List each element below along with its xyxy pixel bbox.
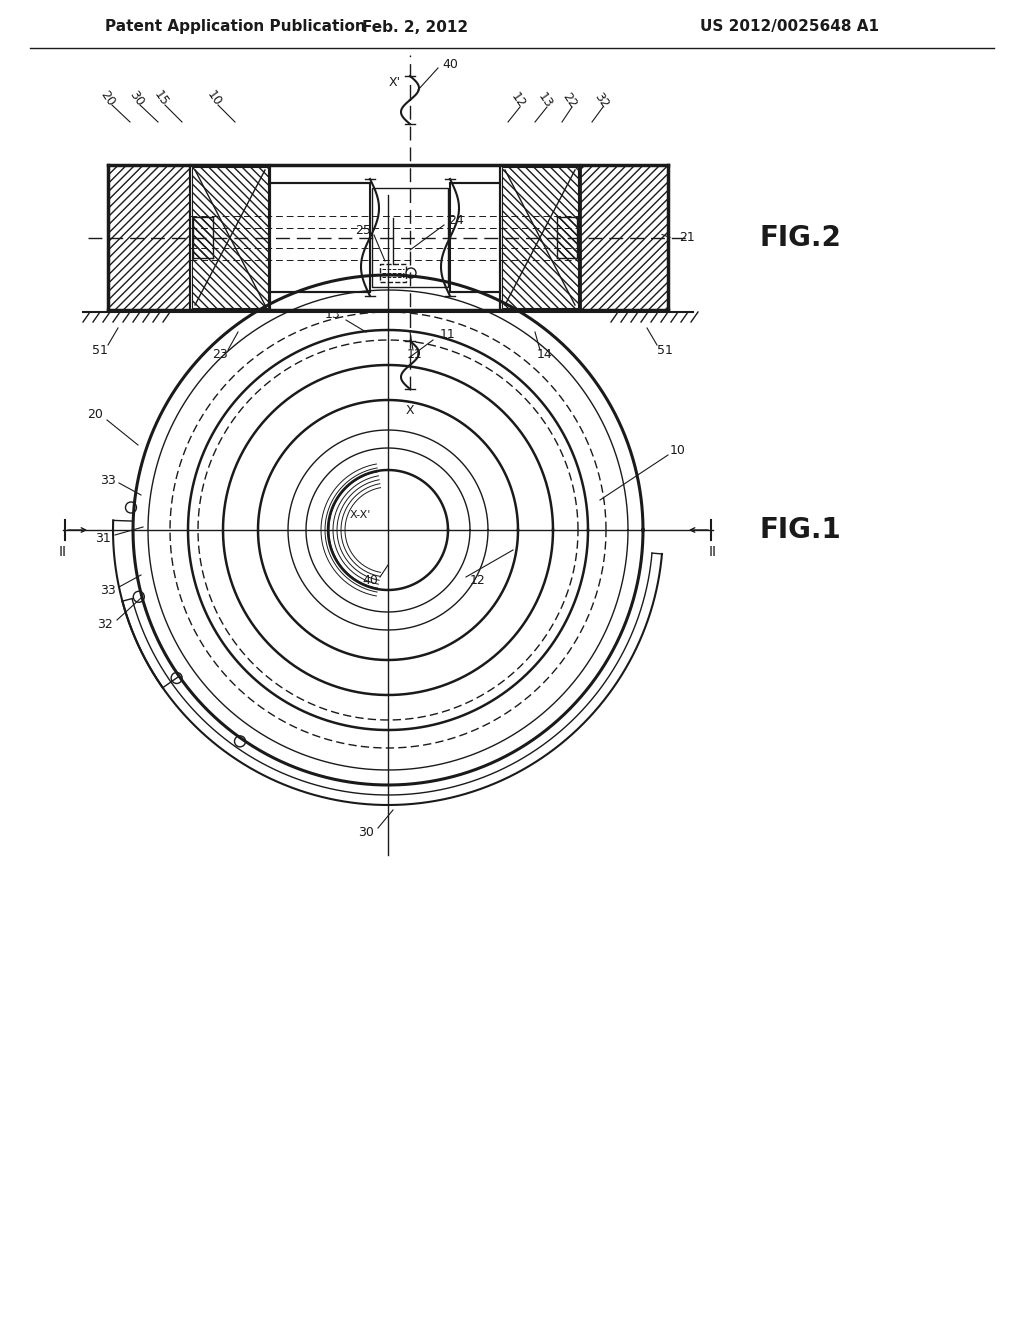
Bar — [372, 187, 449, 286]
Text: 14: 14 — [538, 348, 553, 362]
Bar — [190, 165, 270, 310]
Text: FIG.1: FIG.1 — [759, 516, 841, 544]
Bar — [450, 183, 500, 292]
Text: II: II — [59, 545, 67, 558]
Text: 21: 21 — [679, 231, 694, 244]
Text: 10: 10 — [670, 444, 686, 457]
Text: 25: 25 — [355, 223, 371, 236]
Text: Feb. 2, 2012: Feb. 2, 2012 — [361, 20, 468, 34]
Bar — [193, 168, 268, 308]
Text: 12: 12 — [508, 90, 527, 110]
Bar — [108, 165, 190, 310]
Circle shape — [234, 735, 246, 747]
Text: 40: 40 — [442, 58, 458, 71]
Text: 23: 23 — [212, 348, 228, 362]
Bar — [270, 183, 370, 292]
Bar — [557, 218, 577, 257]
Text: US 2012/0025648 A1: US 2012/0025648 A1 — [700, 20, 879, 34]
Circle shape — [171, 672, 182, 684]
Text: 20: 20 — [87, 408, 103, 421]
Text: FIG.2: FIG.2 — [759, 223, 841, 252]
Text: 30: 30 — [358, 826, 374, 840]
Bar — [380, 264, 406, 282]
Text: 12: 12 — [470, 573, 485, 586]
Text: 32: 32 — [591, 90, 611, 110]
Bar — [193, 218, 213, 257]
Text: 10: 10 — [204, 87, 224, 108]
Text: 11: 11 — [408, 348, 423, 362]
Bar — [502, 168, 578, 308]
Text: X': X' — [389, 77, 401, 90]
Circle shape — [406, 268, 416, 279]
Text: 31: 31 — [95, 532, 111, 544]
Text: Patent Application Publication: Patent Application Publication — [105, 20, 366, 34]
Text: 13: 13 — [536, 90, 555, 110]
Text: II: II — [709, 545, 717, 558]
Text: X-X': X-X' — [349, 510, 371, 520]
Text: 15: 15 — [152, 87, 171, 108]
Circle shape — [133, 591, 144, 602]
Bar — [580, 165, 668, 310]
Text: 40: 40 — [362, 573, 378, 586]
Circle shape — [126, 502, 136, 513]
Text: 51: 51 — [92, 343, 108, 356]
Text: 22: 22 — [560, 90, 580, 110]
Text: 33: 33 — [100, 583, 116, 597]
Text: 33: 33 — [100, 474, 116, 487]
Text: 20: 20 — [98, 87, 118, 108]
Text: 30: 30 — [126, 87, 145, 108]
Text: X: X — [406, 404, 415, 417]
Text: 24: 24 — [449, 214, 464, 227]
Text: 11: 11 — [440, 329, 456, 342]
Text: 51: 51 — [657, 343, 673, 356]
Bar — [500, 165, 580, 310]
Text: 13: 13 — [326, 309, 341, 322]
Text: 32: 32 — [97, 619, 113, 631]
